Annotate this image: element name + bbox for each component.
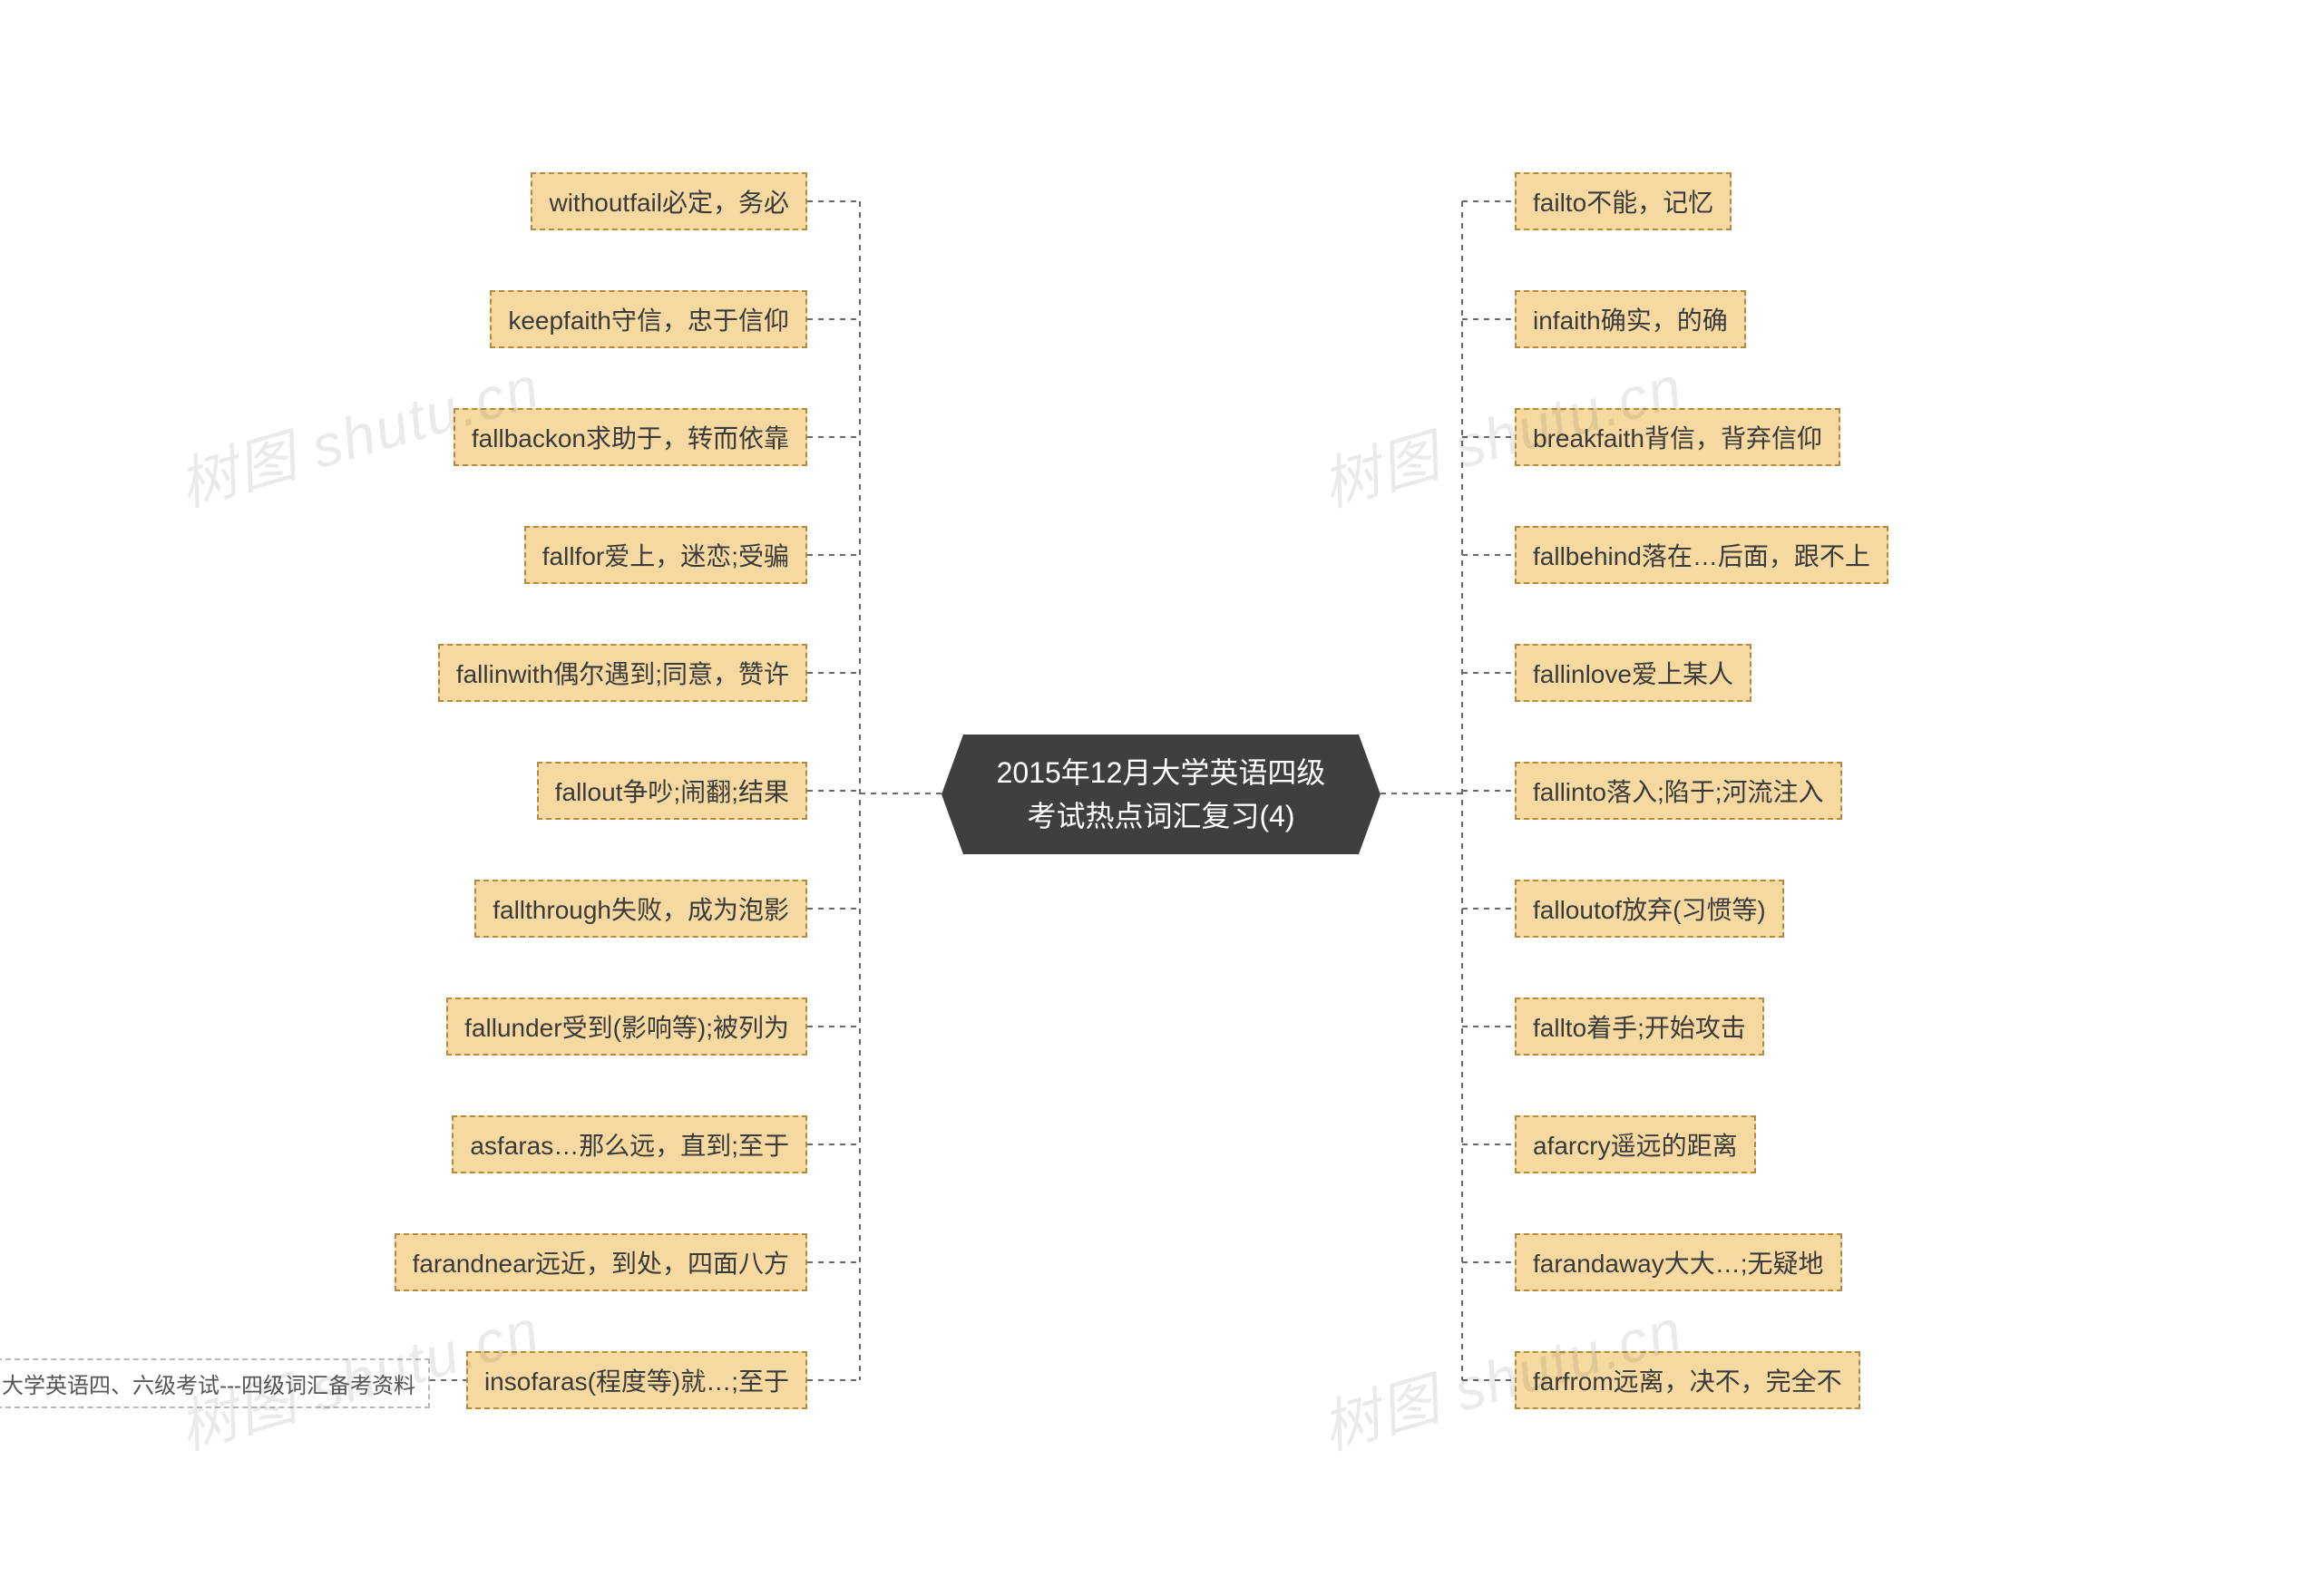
right-node-0: failto不能，记忆 xyxy=(1515,172,1732,230)
center-topic: 2015年12月大学英语四级 考试热点词汇复习(4) xyxy=(941,735,1381,854)
left-node-10-child: 大学英语四、六级考试---四级词汇备考资料 xyxy=(0,1358,430,1408)
left-node-3: fallfor爱上，迷恋;受骗 xyxy=(524,526,807,584)
left-node-10: insofaras(程度等)就…;至于 xyxy=(466,1351,807,1409)
left-node-8: asfaras…那么远，直到;至于 xyxy=(452,1115,807,1173)
right-node-5: fallinto落入;陷于;河流注入 xyxy=(1515,762,1842,820)
right-node-1: infaith确实，的确 xyxy=(1515,290,1746,348)
right-node-9: farandaway大大…;无疑地 xyxy=(1515,1233,1842,1291)
left-node-1: keepfaith守信，忠于信仰 xyxy=(490,290,807,348)
right-node-8: afarcry遥远的距离 xyxy=(1515,1115,1756,1173)
left-node-0: withoutfail必定，务必 xyxy=(531,172,807,230)
right-node-7: fallto着手;开始攻击 xyxy=(1515,998,1764,1056)
right-node-6: falloutof放弃(习惯等) xyxy=(1515,880,1784,938)
left-node-9: farandnear远近，到处，四面八方 xyxy=(395,1233,807,1291)
left-node-4: fallinwith偶尔遇到;同意，赞许 xyxy=(438,644,807,702)
center-line1: 2015年12月大学英语四级 xyxy=(997,756,1326,789)
mindmap-canvas: 2015年12月大学英语四级 考试热点词汇复习(4) failto不能，记忆 i… xyxy=(0,0,2322,1596)
left-node-5: fallout争吵;闹翻;结果 xyxy=(537,762,807,820)
right-node-3: fallbehind落在…后面，跟不上 xyxy=(1515,526,1888,584)
left-node-6: fallthrough失败，成为泡影 xyxy=(474,880,807,938)
right-node-4: fallinlove爱上某人 xyxy=(1515,644,1751,702)
right-node-10: farfrom远离，决不，完全不 xyxy=(1515,1351,1860,1409)
left-node-2: fallbackon求助于，转而依靠 xyxy=(454,408,807,466)
right-node-2: breakfaith背信，背弃信仰 xyxy=(1515,408,1840,466)
center-line2: 考试热点词汇复习(4) xyxy=(1027,800,1294,832)
left-node-7: fallunder受到(影响等);被列为 xyxy=(446,998,807,1056)
